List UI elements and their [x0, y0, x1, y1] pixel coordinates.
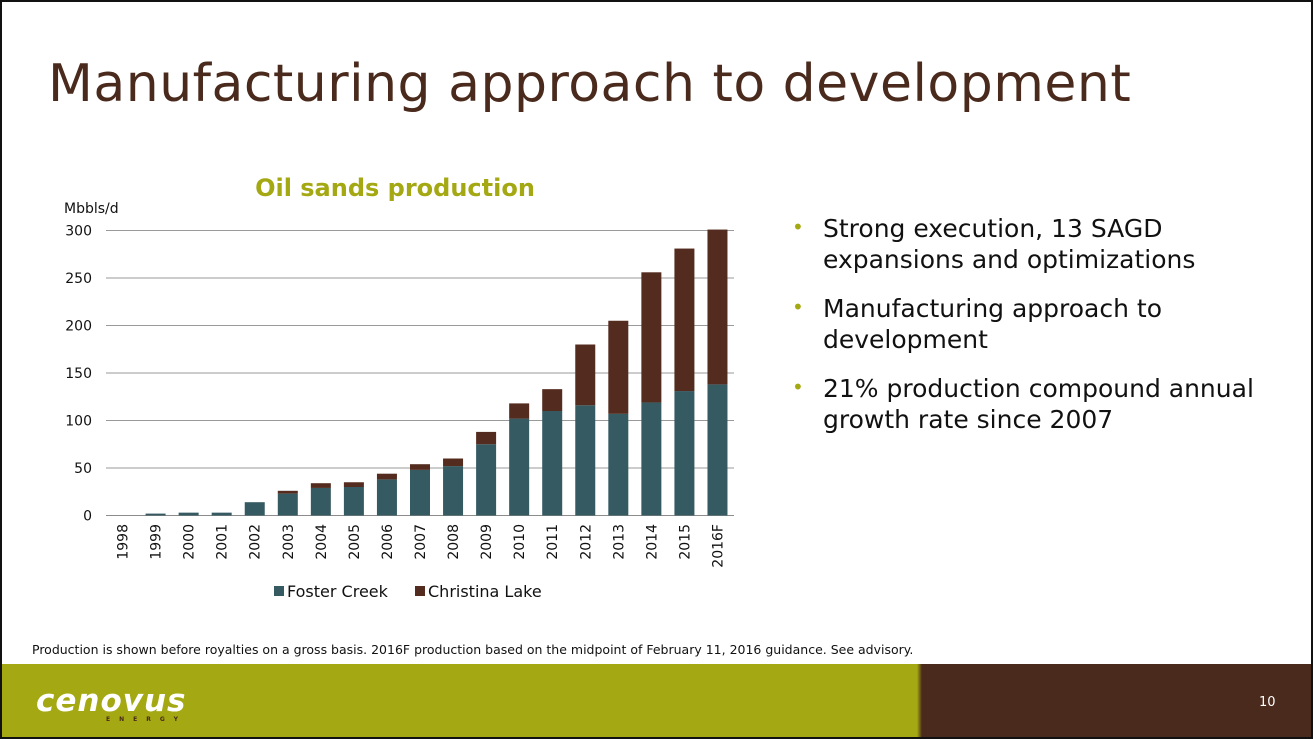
x-tick-label: 2003	[281, 524, 297, 560]
y-tick-label: 150	[65, 366, 92, 382]
bar-christina-lake	[443, 458, 464, 467]
legend-label: Christina Lake	[428, 582, 542, 601]
footer-bar	[2, 664, 1311, 737]
production-chart: 0 50 100 150 200 250 300 Mbbls/d Oil sands produ…	[64, 174, 734, 601]
bullet-item: • 21% production compound annual growth …	[792, 374, 1292, 435]
bar-foster-creek	[211, 512, 232, 516]
bullet-item: • Manufacturing approach to development	[792, 294, 1292, 355]
x-tick-label: 1998	[116, 524, 132, 560]
bar-foster-creek	[244, 502, 265, 516]
bar-foster-creek	[575, 405, 596, 516]
x-tick-label: 2006	[380, 524, 396, 560]
bar-foster-creek	[509, 418, 530, 516]
bar-christina-lake	[376, 473, 397, 480]
bar-foster-creek	[674, 391, 695, 516]
x-tick-label: 2000	[182, 524, 198, 560]
bar-foster-creek	[641, 402, 662, 516]
x-tick-label: 2009	[479, 524, 495, 560]
bullet-text: Strong execution, 13 SAGD expansions and…	[823, 214, 1196, 274]
x-tick-label: 2016F	[710, 524, 726, 568]
bar-foster-creek	[310, 487, 331, 516]
bullet-dot-icon: •	[792, 375, 804, 399]
bar-christina-lake	[542, 389, 563, 411]
y-axis-label: Mbbls/d	[64, 201, 119, 217]
legend-swatch	[415, 586, 425, 596]
bar-christina-lake	[277, 490, 298, 494]
x-tick-label: 2005	[347, 524, 363, 560]
bar-foster-creek	[707, 384, 728, 516]
y-tick-label: 200	[65, 319, 92, 335]
x-tick-label: 2010	[512, 524, 528, 560]
bar-christina-lake	[410, 464, 430, 470]
bullet-list: • Strong execution, 13 SAGD expansions a…	[792, 214, 1292, 454]
x-tick-label: 2004	[314, 524, 330, 560]
bar-christina-lake	[641, 272, 662, 403]
bar-foster-creek	[608, 413, 629, 516]
x-tick-label: 2015	[677, 524, 693, 560]
bullet-item: • Strong execution, 13 SAGD expansions a…	[792, 214, 1292, 275]
bullet-text: 21% production compound annual growth ra…	[823, 374, 1254, 434]
bar-foster-creek	[410, 469, 430, 516]
x-tick-label: 2014	[644, 524, 660, 560]
y-tick-label: 0	[83, 509, 92, 525]
bar-christina-lake	[707, 229, 728, 385]
y-tick-label: 50	[74, 461, 92, 477]
bar-foster-creek	[343, 487, 364, 516]
x-tick-label: 2011	[545, 524, 561, 560]
bar-foster-creek	[476, 444, 497, 516]
bar-christina-lake	[476, 431, 497, 445]
bar-foster-creek	[542, 411, 563, 516]
bar-christina-lake	[608, 320, 629, 414]
bullet-dot-icon: •	[792, 295, 804, 319]
bar-foster-creek	[443, 466, 464, 516]
x-tick-label: 2013	[611, 524, 627, 560]
y-tick-label: 100	[65, 414, 92, 430]
bar-christina-lake	[674, 248, 695, 392]
y-tick-label: 250	[65, 271, 92, 287]
bullet-dot-icon: •	[792, 215, 804, 239]
footnote: Production is shown before royalties on …	[32, 642, 914, 657]
legend-label: Foster Creek	[287, 582, 389, 601]
bullet-text: Manufacturing approach to development	[823, 294, 1163, 354]
bar-christina-lake	[575, 344, 596, 406]
legend-swatch	[274, 586, 284, 596]
x-tick-label: 1999	[149, 524, 165, 560]
x-tick-label: 2008	[446, 524, 462, 560]
y-tick-label: 300	[65, 224, 92, 240]
company-logo: cenovus ENERGY	[36, 686, 187, 724]
x-tick-label: 2012	[578, 524, 594, 560]
bar-christina-lake	[343, 482, 364, 487]
logo-wordmark: cenovus	[36, 683, 187, 719]
bar-foster-creek	[277, 493, 298, 516]
x-tick-label: 2007	[413, 524, 429, 560]
page-number: 10	[1259, 695, 1276, 710]
bar-foster-creek	[376, 479, 397, 516]
x-tick-label: 2002	[248, 524, 264, 560]
bar-foster-creek	[145, 513, 166, 516]
logo-subtext: ENERGY	[106, 716, 187, 723]
bar-christina-lake	[310, 483, 331, 488]
x-tick-label: 2001	[215, 524, 231, 560]
slide-title: Manufacturing approach to development	[48, 54, 1132, 114]
bar-christina-lake	[509, 403, 530, 419]
chart-title: Oil sands production	[255, 174, 535, 202]
bar-foster-creek	[178, 512, 199, 516]
